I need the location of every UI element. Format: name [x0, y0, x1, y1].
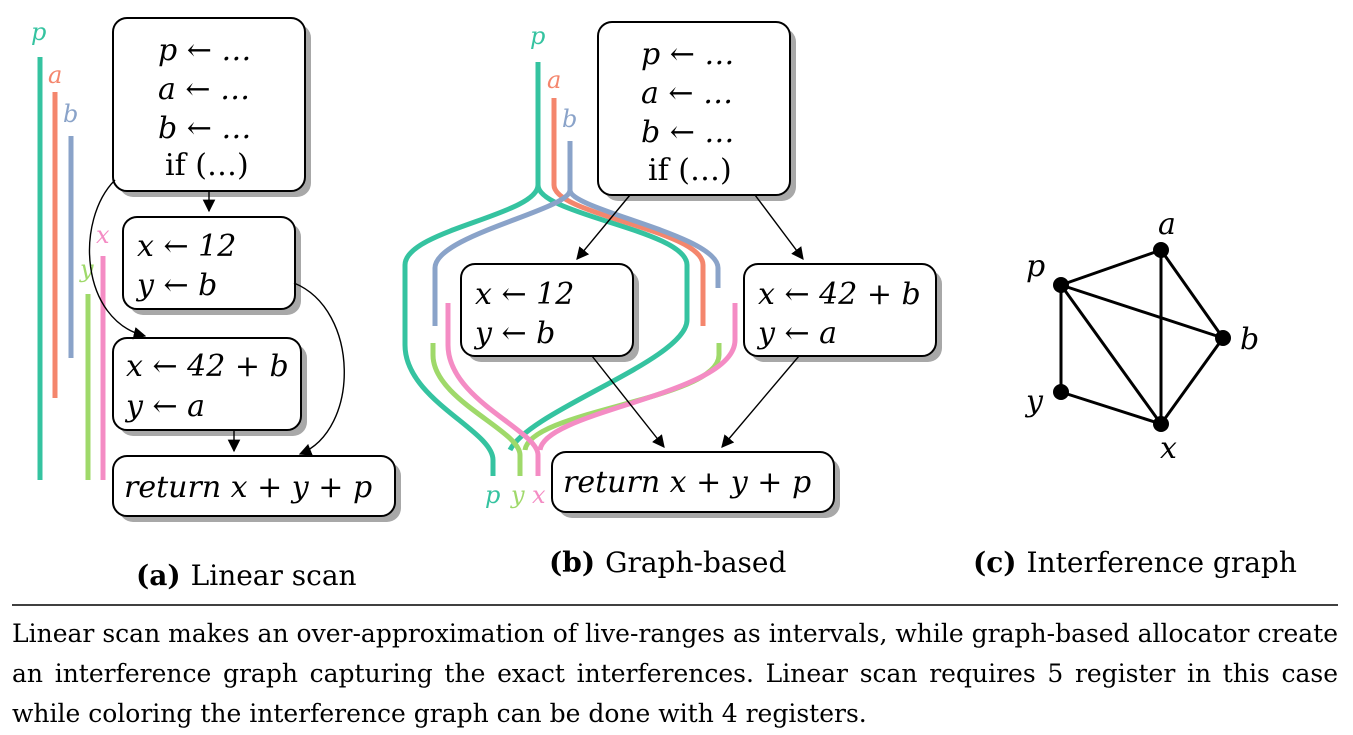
label-a: a	[48, 61, 62, 89]
subcaption-b-tag: (b)	[549, 546, 595, 579]
node-x	[1153, 416, 1169, 432]
exit-block	[112, 455, 396, 517]
right-line-2: y ← a	[756, 316, 837, 351]
liverange-p	[402, 62, 690, 476]
left-block	[460, 263, 634, 357]
edge-p-x	[1059, 284, 1163, 425]
entry-line-4: if (…)	[165, 148, 249, 183]
entry-line-1: p ← …	[641, 37, 734, 72]
subcaption-c-title: Interference graph	[1027, 546, 1297, 579]
edge-p-b	[1060, 283, 1224, 340]
right-line-1: x ← 42 + b	[758, 277, 921, 312]
entry-line-2: a ← …	[641, 76, 733, 111]
edge-y-x	[1060, 390, 1162, 426]
subcaption-c: (c) Interference graph	[973, 546, 1297, 579]
node-label-b: b	[1240, 322, 1259, 357]
right-block	[743, 263, 937, 357]
entry-line-3: b ← …	[641, 115, 734, 150]
node-label-a: a	[1158, 207, 1176, 242]
subcaption-a: (a) Linear scan	[136, 559, 357, 592]
panel-interference-graph: a p b y x	[1024, 207, 1259, 466]
node-y	[1053, 384, 1069, 400]
edge-left-exit	[293, 282, 345, 456]
liverange-a	[551, 98, 706, 326]
label-p-bottom: p	[485, 481, 500, 509]
entry-block	[597, 21, 791, 196]
exit-line: return x + y + p	[124, 470, 372, 505]
entry-line-3: b ← …	[158, 111, 251, 146]
liverange-b	[432, 141, 721, 326]
label-p: p	[31, 18, 46, 46]
entry-line-1: p ← …	[158, 33, 251, 68]
left-line-1: x ← 12	[137, 229, 236, 264]
liverange-x	[445, 303, 738, 476]
right-block	[112, 337, 302, 431]
left-block	[122, 216, 296, 310]
node-label-y: y	[1024, 384, 1044, 419]
label-b: b	[63, 100, 78, 128]
edge-entry-left	[576, 194, 631, 260]
edge-a-b	[1159, 249, 1225, 339]
label-a: a	[547, 66, 561, 94]
edge-left-exit	[591, 355, 665, 448]
subcaption-a-title: Linear scan	[191, 559, 357, 592]
panel-linear-scan: p a b x y p ← … a ← … b ← … if (…) x ← 1…	[31, 17, 401, 522]
edge-entry-right	[754, 194, 804, 261]
right-line-1: x ← 42 + b	[126, 349, 289, 384]
subcaption-c-tag: (c)	[973, 546, 1017, 579]
label-x: x	[96, 221, 110, 249]
figure-caption: Linear scan makes an over-approximation …	[12, 619, 1338, 728]
label-b: b	[562, 105, 577, 133]
exit-block	[551, 451, 835, 513]
panel-graph-based: p a b p y x p ← … a ← … b ← … if (…) x ←…	[402, 21, 942, 518]
left-line-2: y ← b	[473, 316, 555, 351]
label-y-bottom: y	[510, 481, 525, 509]
edge-entry-right	[88, 179, 147, 340]
subcaption-b: (b) Graph-based	[549, 546, 786, 579]
node-p	[1053, 277, 1069, 293]
subcaption-a-tag: (a)	[136, 559, 181, 592]
subcaption-b-title: Graph-based	[605, 546, 786, 579]
left-line-1: x ← 12	[475, 277, 574, 312]
entry-line-2: a ← …	[158, 72, 250, 107]
node-label-x: x	[1160, 431, 1177, 466]
entry-line-4: if (…)	[648, 153, 732, 188]
edge-p-a	[1060, 248, 1162, 287]
node-label-p: p	[1026, 249, 1045, 284]
right-line-2: y ← a	[124, 389, 205, 424]
exit-line: return x + y + p	[563, 465, 811, 500]
node-b	[1215, 330, 1231, 346]
edge-b-x	[1159, 337, 1225, 425]
label-y: y	[79, 255, 94, 283]
node-a	[1153, 242, 1169, 258]
label-x-bottom: x	[532, 481, 546, 509]
edge-right-exit	[721, 355, 800, 448]
left-line-2: y ← b	[135, 268, 217, 303]
label-p: p	[530, 22, 545, 50]
